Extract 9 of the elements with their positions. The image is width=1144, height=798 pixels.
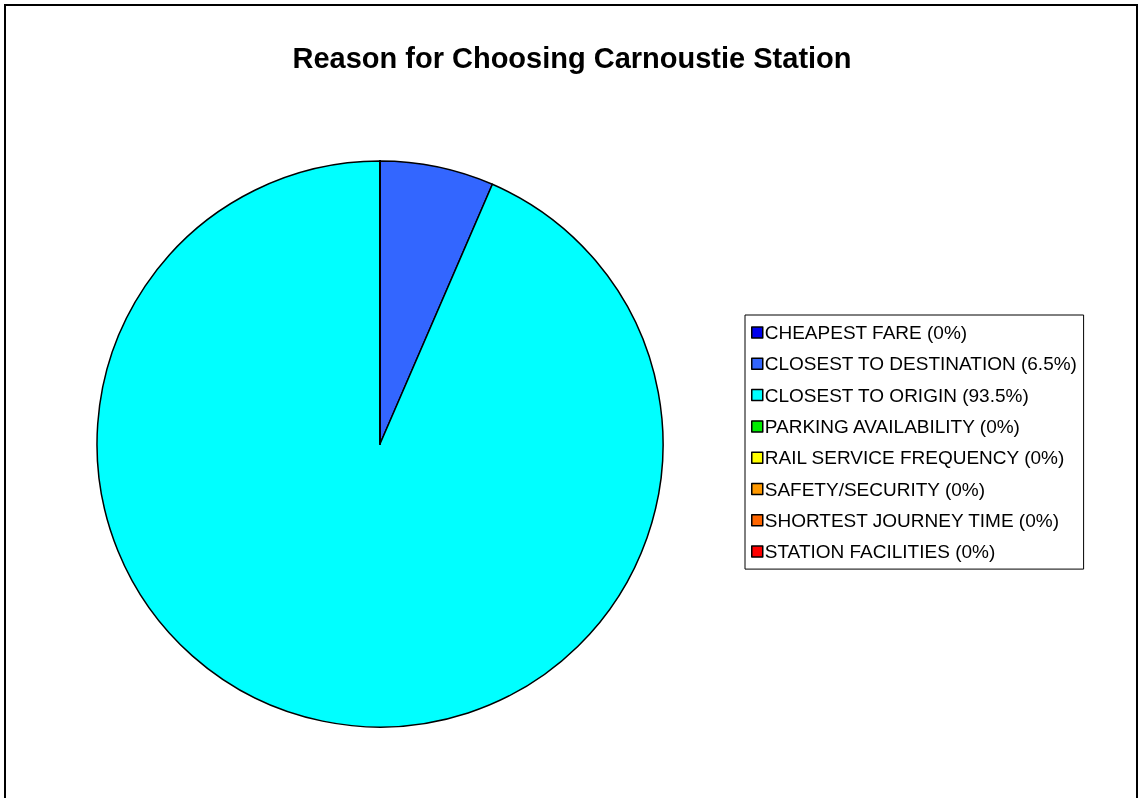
legend-label: SAFETY/SECURITY (0%)	[764, 478, 986, 500]
chart-title: Reason for Choosing Carnoustie Station	[292, 41, 852, 74]
legend-label: SHORTEST JOURNEY TIME (0%)	[764, 509, 1059, 531]
legend-label: CHEAPEST FARE (0%)	[764, 322, 968, 343]
legend-label: PARKING AVAILABILITY (0%)	[764, 415, 1020, 437]
legend-label: STATION FACILITIES (0%)	[764, 541, 996, 563]
legend-label: CLOSEST TO DESTINATION (6.5%)	[764, 353, 1077, 375]
legend-label: RAIL SERVICE FREQUENCY (0%)	[764, 447, 1065, 469]
legend-label: CLOSEST TO ORIGIN (93.5%)	[764, 384, 1029, 406]
